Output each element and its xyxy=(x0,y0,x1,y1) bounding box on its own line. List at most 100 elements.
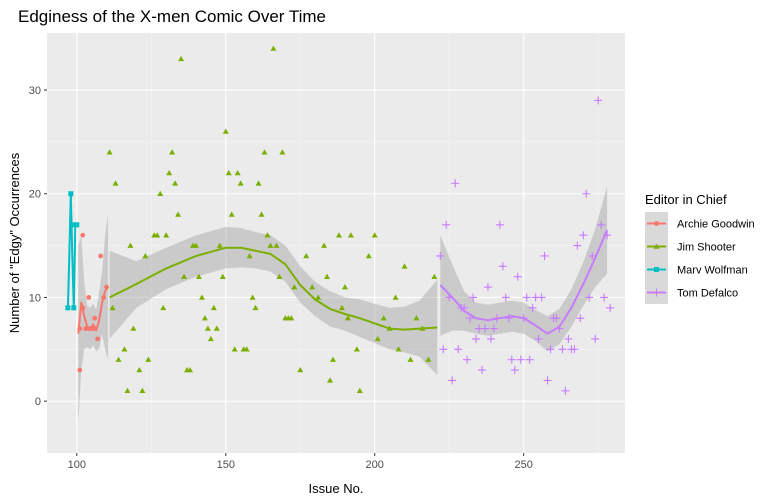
data-point xyxy=(142,252,149,259)
data-point xyxy=(510,366,519,375)
data-point xyxy=(124,387,131,394)
data-point xyxy=(555,324,564,333)
data-point xyxy=(71,222,77,228)
data-point xyxy=(121,346,128,352)
data-point xyxy=(552,314,561,323)
data-point xyxy=(65,305,71,311)
legend-key-marker xyxy=(652,288,661,297)
data-point xyxy=(166,170,173,176)
data-point xyxy=(576,314,585,323)
data-point xyxy=(195,273,202,279)
data-point xyxy=(591,334,600,343)
data-point xyxy=(425,356,432,362)
data-point xyxy=(324,273,331,279)
data-point xyxy=(603,231,612,240)
data-point xyxy=(579,231,588,240)
data-point xyxy=(104,284,109,290)
data-point xyxy=(582,189,591,198)
data-point xyxy=(386,325,393,331)
data-point xyxy=(419,325,426,331)
data-point xyxy=(80,232,86,238)
data-point xyxy=(267,242,274,248)
data-point xyxy=(303,252,310,259)
data-point xyxy=(101,295,107,300)
data-point xyxy=(442,220,451,229)
data-point xyxy=(374,335,381,342)
x-tick-label: 250 xyxy=(515,459,533,471)
data-point xyxy=(588,251,597,260)
data-point xyxy=(489,324,498,333)
data-point xyxy=(288,315,295,321)
data-point xyxy=(163,232,170,238)
y-tick-label: 30 xyxy=(29,85,41,97)
data-point xyxy=(341,284,348,290)
legend-key-marker xyxy=(654,221,659,226)
data-point xyxy=(309,284,316,290)
data-point xyxy=(472,334,481,343)
data-point xyxy=(439,345,448,354)
legend-label: Marv Wolfman xyxy=(677,265,748,277)
data-point xyxy=(365,252,372,259)
data-point xyxy=(139,387,146,394)
data-point xyxy=(207,335,214,342)
data-point xyxy=(353,346,360,352)
legend-label: Archie Goodwin xyxy=(677,219,755,231)
x-axis-title: Issue No. xyxy=(309,481,364,496)
data-point xyxy=(172,180,179,186)
data-point xyxy=(175,211,182,217)
y-tick-label: 0 xyxy=(35,396,41,408)
data-point xyxy=(327,377,334,383)
data-point xyxy=(276,273,283,279)
data-point xyxy=(258,211,265,217)
data-point xyxy=(255,180,262,186)
data-point xyxy=(219,273,226,279)
data-point xyxy=(392,294,399,300)
data-point xyxy=(106,149,113,155)
data-point xyxy=(154,232,161,238)
data-point xyxy=(507,355,516,364)
data-point xyxy=(222,128,229,134)
data-point xyxy=(371,232,378,238)
chart-title: Edginess of the X-men Comic Over Time xyxy=(18,7,326,26)
data-point xyxy=(157,190,164,196)
data-point xyxy=(347,232,354,238)
legend-key-marker xyxy=(653,243,660,249)
data-point xyxy=(198,294,205,300)
x-tick-label: 100 xyxy=(68,459,86,471)
data-point xyxy=(237,180,244,186)
y-axis-ticks: 0 10 20 30 xyxy=(29,85,47,408)
data-point xyxy=(77,367,83,373)
x-tick-label: 150 xyxy=(217,459,235,471)
legend-title: Editor in Chief xyxy=(645,192,727,207)
data-point xyxy=(477,366,486,375)
data-point xyxy=(534,334,543,343)
data-point xyxy=(225,170,232,176)
data-point xyxy=(466,314,475,323)
data-point xyxy=(606,303,615,312)
data-point xyxy=(321,242,328,248)
data-point xyxy=(504,314,513,323)
data-point xyxy=(413,315,420,321)
data-point xyxy=(469,293,478,302)
data-point xyxy=(252,304,259,311)
data-point xyxy=(187,367,194,373)
data-point xyxy=(498,262,507,271)
data-point xyxy=(130,325,137,331)
data-point xyxy=(270,45,277,51)
data-point xyxy=(231,346,238,352)
data-point xyxy=(451,179,460,188)
data-point xyxy=(463,355,472,364)
data-point xyxy=(380,315,387,321)
data-point xyxy=(112,180,119,186)
legend-label: Jim Shooter xyxy=(677,242,736,254)
data-point xyxy=(537,293,546,302)
data-points xyxy=(65,45,615,395)
data-point xyxy=(169,149,176,155)
y-tick-label: 20 xyxy=(29,189,41,201)
data-point xyxy=(243,346,250,352)
data-point xyxy=(71,305,77,311)
data-point xyxy=(68,191,74,197)
data-point xyxy=(261,149,268,155)
data-point xyxy=(594,96,603,105)
